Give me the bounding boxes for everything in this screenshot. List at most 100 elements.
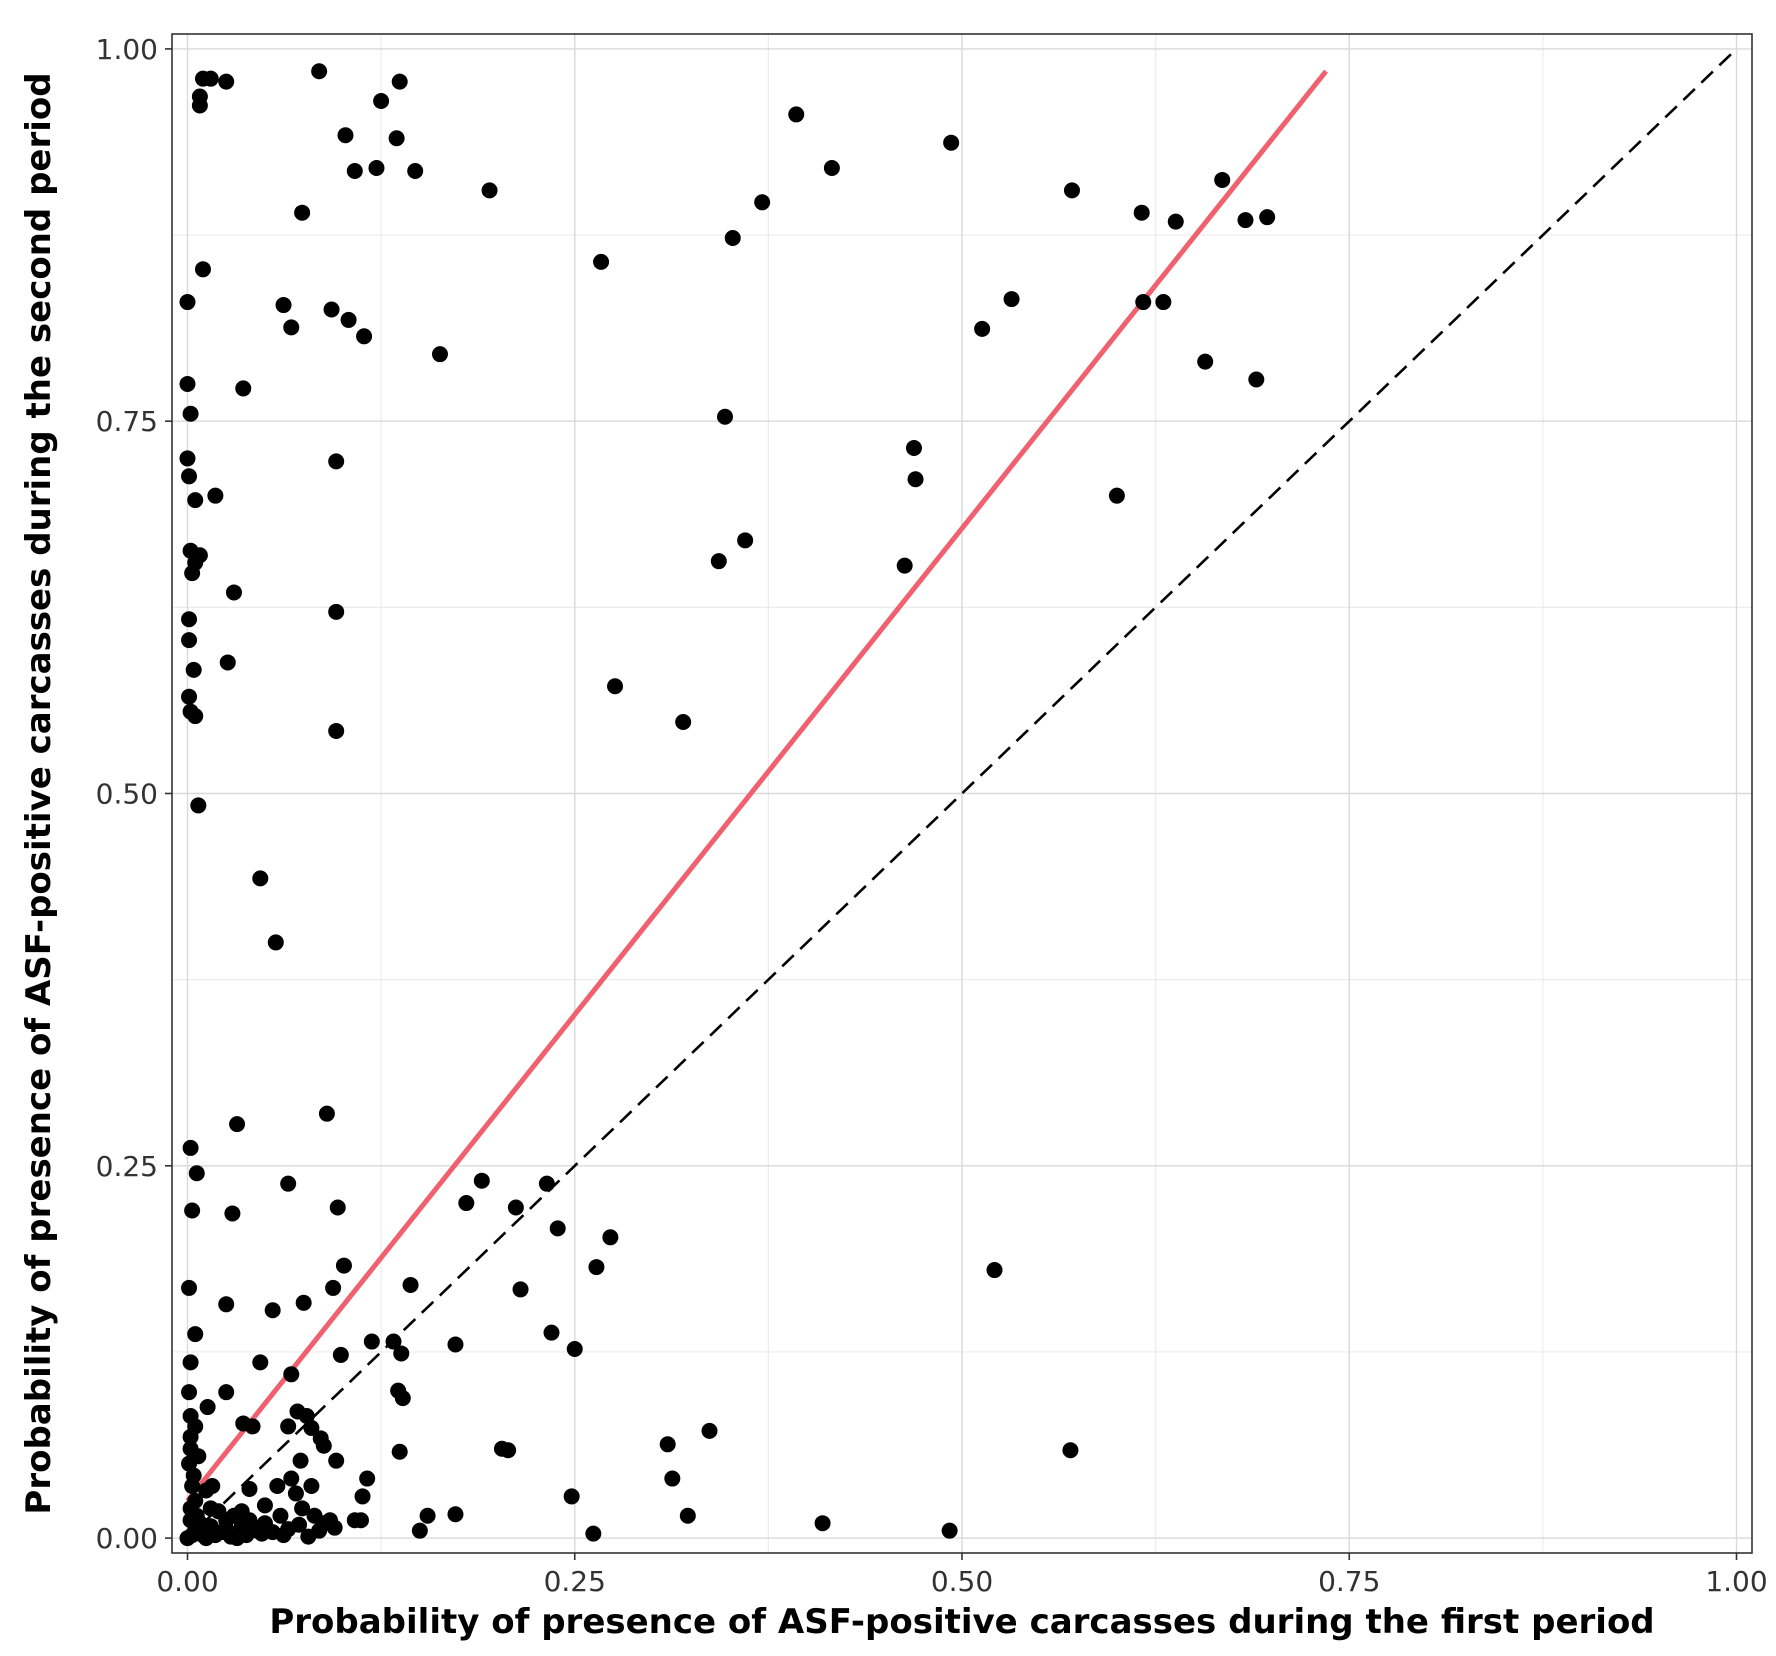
data-point [588,1259,605,1276]
data-point [323,301,340,318]
data-point [256,1515,273,1532]
x-tick-label: 0.00 [156,1565,218,1598]
data-point [269,1477,286,1494]
data-point [294,204,311,221]
data-point [373,93,390,110]
x-axis-title: Probability of presence of ASF-positive … [269,1602,1654,1642]
data-point [181,1279,198,1296]
data-point [481,182,498,199]
data-point [896,557,913,574]
data-point [1237,212,1254,229]
data-point [1259,209,1276,226]
y-axis-tick-labels: 0.00 0.25 0.50 0.75 1.00 [96,33,158,1555]
data-point [717,408,733,425]
data-point [181,1384,198,1401]
data-point [1133,204,1150,221]
data-point [507,1199,524,1216]
data-point [182,405,199,422]
data-point [179,450,196,467]
data-point [607,678,624,695]
data-point [218,73,235,90]
data-point [943,134,960,151]
data-point [356,328,373,345]
data-point [291,1516,308,1533]
major-gridlines [172,34,1752,1553]
data-point [340,311,357,328]
data-point [407,163,424,180]
data-point [187,708,204,725]
data-point [252,1354,269,1371]
data-point [359,1470,376,1487]
data-point [1062,1442,1079,1459]
data-point [363,1333,380,1350]
data-point [280,1418,297,1435]
data-point [388,130,405,147]
data-point [543,1324,560,1341]
data-point [188,1165,205,1182]
data-point [1248,371,1265,388]
data-point [207,487,224,504]
data-point [328,1452,345,1469]
data-point [941,1522,958,1539]
data-point [1155,294,1172,311]
data-point [368,160,385,177]
y-tick-label: 0.50 [96,778,158,811]
data-point [252,870,269,887]
data-point [181,611,198,628]
data-point [199,1399,216,1416]
y-tick-label: 1.00 [96,33,158,66]
data-point [385,1333,402,1350]
data-point [219,654,236,671]
data-point [724,230,741,247]
data-point [1214,171,1231,188]
data-point [187,1326,204,1343]
data-point [329,1199,346,1216]
data-point [184,1202,201,1219]
fit-line [185,69,1328,1503]
data-point [986,1262,1003,1279]
x-axis-tick-labels: 0.00 0.25 0.50 0.75 1.00 [156,1565,1767,1598]
y-tick-label: 0.25 [96,1150,158,1183]
data-point [907,471,924,488]
data-point [283,1366,300,1383]
data-point [905,440,922,457]
data-point [218,1512,235,1529]
data-point [224,1205,241,1222]
data-point [337,127,354,144]
data-point [311,63,328,80]
data-point [294,1500,311,1517]
data-point [181,1455,198,1472]
data-point [280,1175,297,1192]
data-point [315,1515,332,1532]
data-point [346,163,363,180]
data-point [283,319,300,336]
data-point [187,492,204,509]
data-point [737,532,754,549]
data-point [335,1257,352,1274]
data-point [264,1302,281,1319]
data-point [267,934,284,951]
data-point [593,253,610,270]
data-point [352,1512,369,1529]
data-point [229,1116,246,1133]
data-point [788,106,805,123]
data-point [233,1503,250,1520]
data-point [328,453,345,470]
data-point [354,1488,371,1505]
data-point [549,1220,566,1237]
data-point [179,375,196,392]
data-point [225,584,242,601]
data-point [664,1470,681,1487]
data-point [241,1480,258,1497]
data-point [411,1522,428,1539]
data-point [393,1345,410,1362]
data-point [563,1488,580,1505]
data-point [182,1354,199,1371]
data-point [659,1436,676,1453]
data-point [185,661,202,678]
x-tick-label: 0.75 [1318,1565,1380,1598]
y-tick-label: 0.75 [96,405,158,438]
data-point [272,1507,289,1524]
data-point [585,1525,602,1542]
data-point [1167,213,1184,230]
